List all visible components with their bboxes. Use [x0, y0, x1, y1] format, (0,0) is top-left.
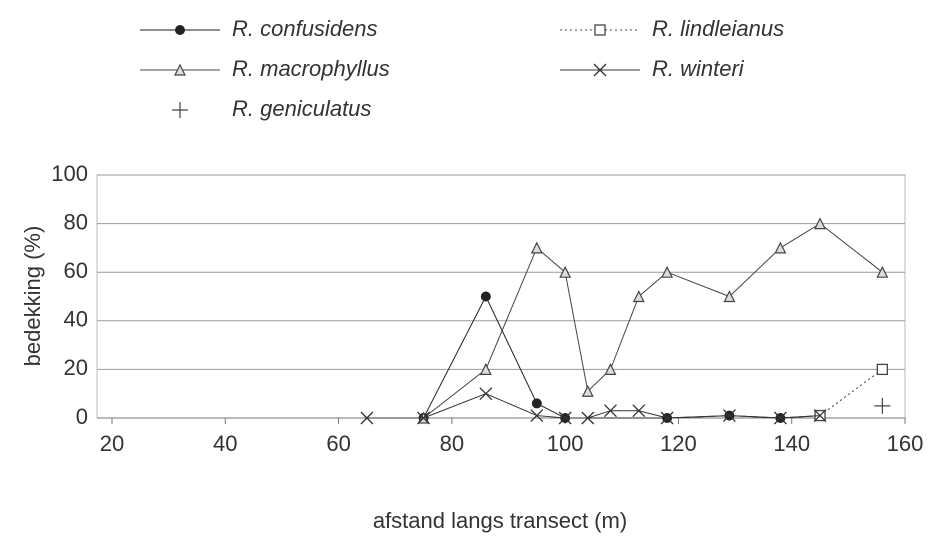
marker: [723, 290, 736, 303]
y-tick-label: 80: [64, 209, 88, 234]
marker: [660, 411, 674, 425]
legend-label: R. lindleianus: [652, 16, 784, 41]
y-tick-label: 0: [76, 404, 88, 429]
marker: [480, 291, 491, 302]
marker: [876, 265, 889, 278]
series-line: [423, 295, 821, 419]
marker: [530, 409, 544, 423]
marker: [813, 409, 827, 423]
x-tick-label: 140: [773, 431, 810, 456]
x-tick-label: 60: [326, 431, 350, 456]
marker: [773, 411, 787, 425]
legend-label: R. macrophyllus: [232, 56, 390, 81]
marker: [661, 265, 674, 278]
legend-marker: [174, 63, 186, 76]
marker: [774, 241, 787, 254]
marker: [417, 411, 430, 425]
marker: [360, 411, 374, 425]
marker: [722, 409, 736, 423]
x-tick-label: 40: [213, 431, 237, 456]
marker: [558, 411, 572, 425]
legend-marker: [175, 25, 185, 35]
marker: [479, 363, 492, 375]
y-tick-label: 60: [64, 258, 88, 283]
y-axis-label: bedekking (%): [20, 226, 45, 367]
marker: [603, 404, 617, 418]
marker: [814, 217, 827, 230]
legend-marker: [594, 24, 606, 36]
marker: [632, 290, 645, 303]
series-line: [819, 368, 883, 416]
marker: [531, 398, 542, 409]
plot-frame: [96, 174, 906, 419]
legend-label: R. confusidens: [232, 16, 378, 41]
x-axis-label: afstand langs transect (m): [373, 508, 627, 533]
x-tick-label: 120: [660, 431, 697, 456]
y-tick-label: 20: [64, 355, 88, 380]
legend-label: R. winteri: [652, 56, 745, 81]
legend-marker: [172, 102, 188, 118]
x-tick-label: 80: [440, 431, 464, 456]
series-line: [423, 222, 883, 419]
marker: [479, 387, 493, 401]
x-tick-label: 100: [547, 431, 584, 456]
marker: [581, 411, 595, 425]
series-line: [366, 393, 821, 419]
marker: [632, 404, 646, 418]
legend-label: R. geniculatus: [232, 96, 371, 121]
x-tick-label: 160: [887, 431, 924, 456]
marker: [876, 363, 888, 376]
x-tick-label: 20: [100, 431, 124, 456]
marker: [530, 241, 543, 254]
marker: [874, 397, 891, 414]
legend-marker: [593, 63, 607, 77]
marker: [581, 384, 594, 397]
y-tick-label: 40: [64, 307, 88, 332]
marker: [559, 265, 572, 278]
marker: [604, 363, 617, 375]
y-tick-label: 100: [51, 161, 88, 186]
